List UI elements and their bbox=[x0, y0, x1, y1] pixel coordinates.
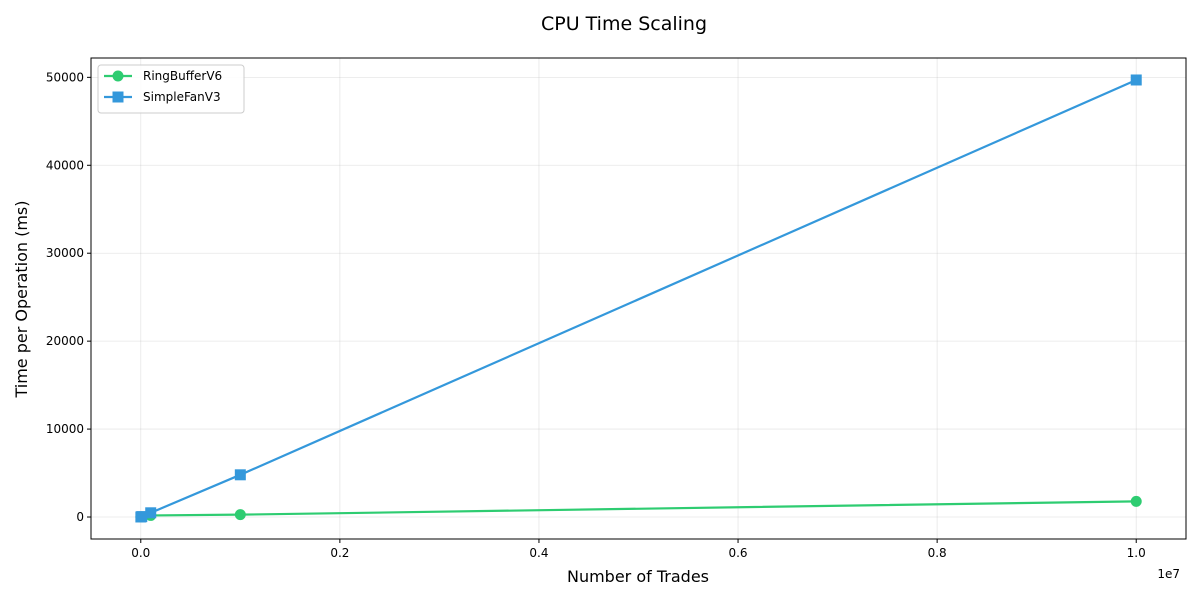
series-line bbox=[140, 78, 1137, 518]
legend-label: RingBufferV6 bbox=[143, 69, 222, 83]
x-tick-label: 0.0 bbox=[131, 546, 150, 560]
x-tick-label: 0.8 bbox=[928, 546, 947, 560]
legend-marker bbox=[112, 91, 124, 103]
y-axis-title: Time per Operation (ms) bbox=[12, 200, 31, 398]
data-point bbox=[136, 511, 148, 523]
y-tick-label: 10000 bbox=[46, 422, 84, 436]
data-point bbox=[145, 507, 157, 519]
x-tick-label: 0.2 bbox=[330, 546, 349, 560]
data-point bbox=[1130, 74, 1142, 86]
x-tick-label: 1.0 bbox=[1127, 546, 1146, 560]
legend-box bbox=[97, 64, 245, 114]
x-axis-title: Number of Trades bbox=[567, 567, 709, 586]
data-point bbox=[234, 509, 246, 521]
series-line bbox=[140, 500, 1137, 519]
legend-marker bbox=[112, 70, 124, 82]
y-tick-label: 40000 bbox=[46, 158, 84, 172]
y-tick-label: 0 bbox=[76, 510, 84, 524]
data-point bbox=[1130, 495, 1142, 507]
grid bbox=[91, 58, 1186, 539]
y-tick-label: 30000 bbox=[46, 246, 84, 260]
x-tick-label: 0.6 bbox=[728, 546, 747, 560]
x-axis: 0.0 0.2 0.4 0.6 0.8 1.0 bbox=[131, 539, 1146, 560]
x-tick-label: 0.4 bbox=[529, 546, 548, 560]
y-tick-label: 50000 bbox=[46, 70, 84, 84]
series-layer bbox=[135, 74, 1142, 523]
legend-label: SimpleFanV3 bbox=[143, 90, 221, 104]
y-axis: 0 10000 20000 30000 40000 50000 bbox=[46, 70, 91, 524]
chart-title: CPU Time Scaling bbox=[541, 13, 707, 35]
y-tick-label: 20000 bbox=[46, 334, 84, 348]
series-RingBufferV6 bbox=[135, 495, 1142, 523]
data-point bbox=[234, 469, 246, 481]
legend: RingBufferV6 SimpleFanV3 bbox=[97, 64, 245, 114]
legend-item: RingBufferV6 bbox=[104, 69, 222, 83]
x-offset-label: 1e7 bbox=[1157, 567, 1180, 581]
series-SimpleFanV3 bbox=[135, 74, 1142, 523]
plot-frame bbox=[90, 57, 1187, 540]
legend-item: SimpleFanV3 bbox=[104, 90, 221, 104]
